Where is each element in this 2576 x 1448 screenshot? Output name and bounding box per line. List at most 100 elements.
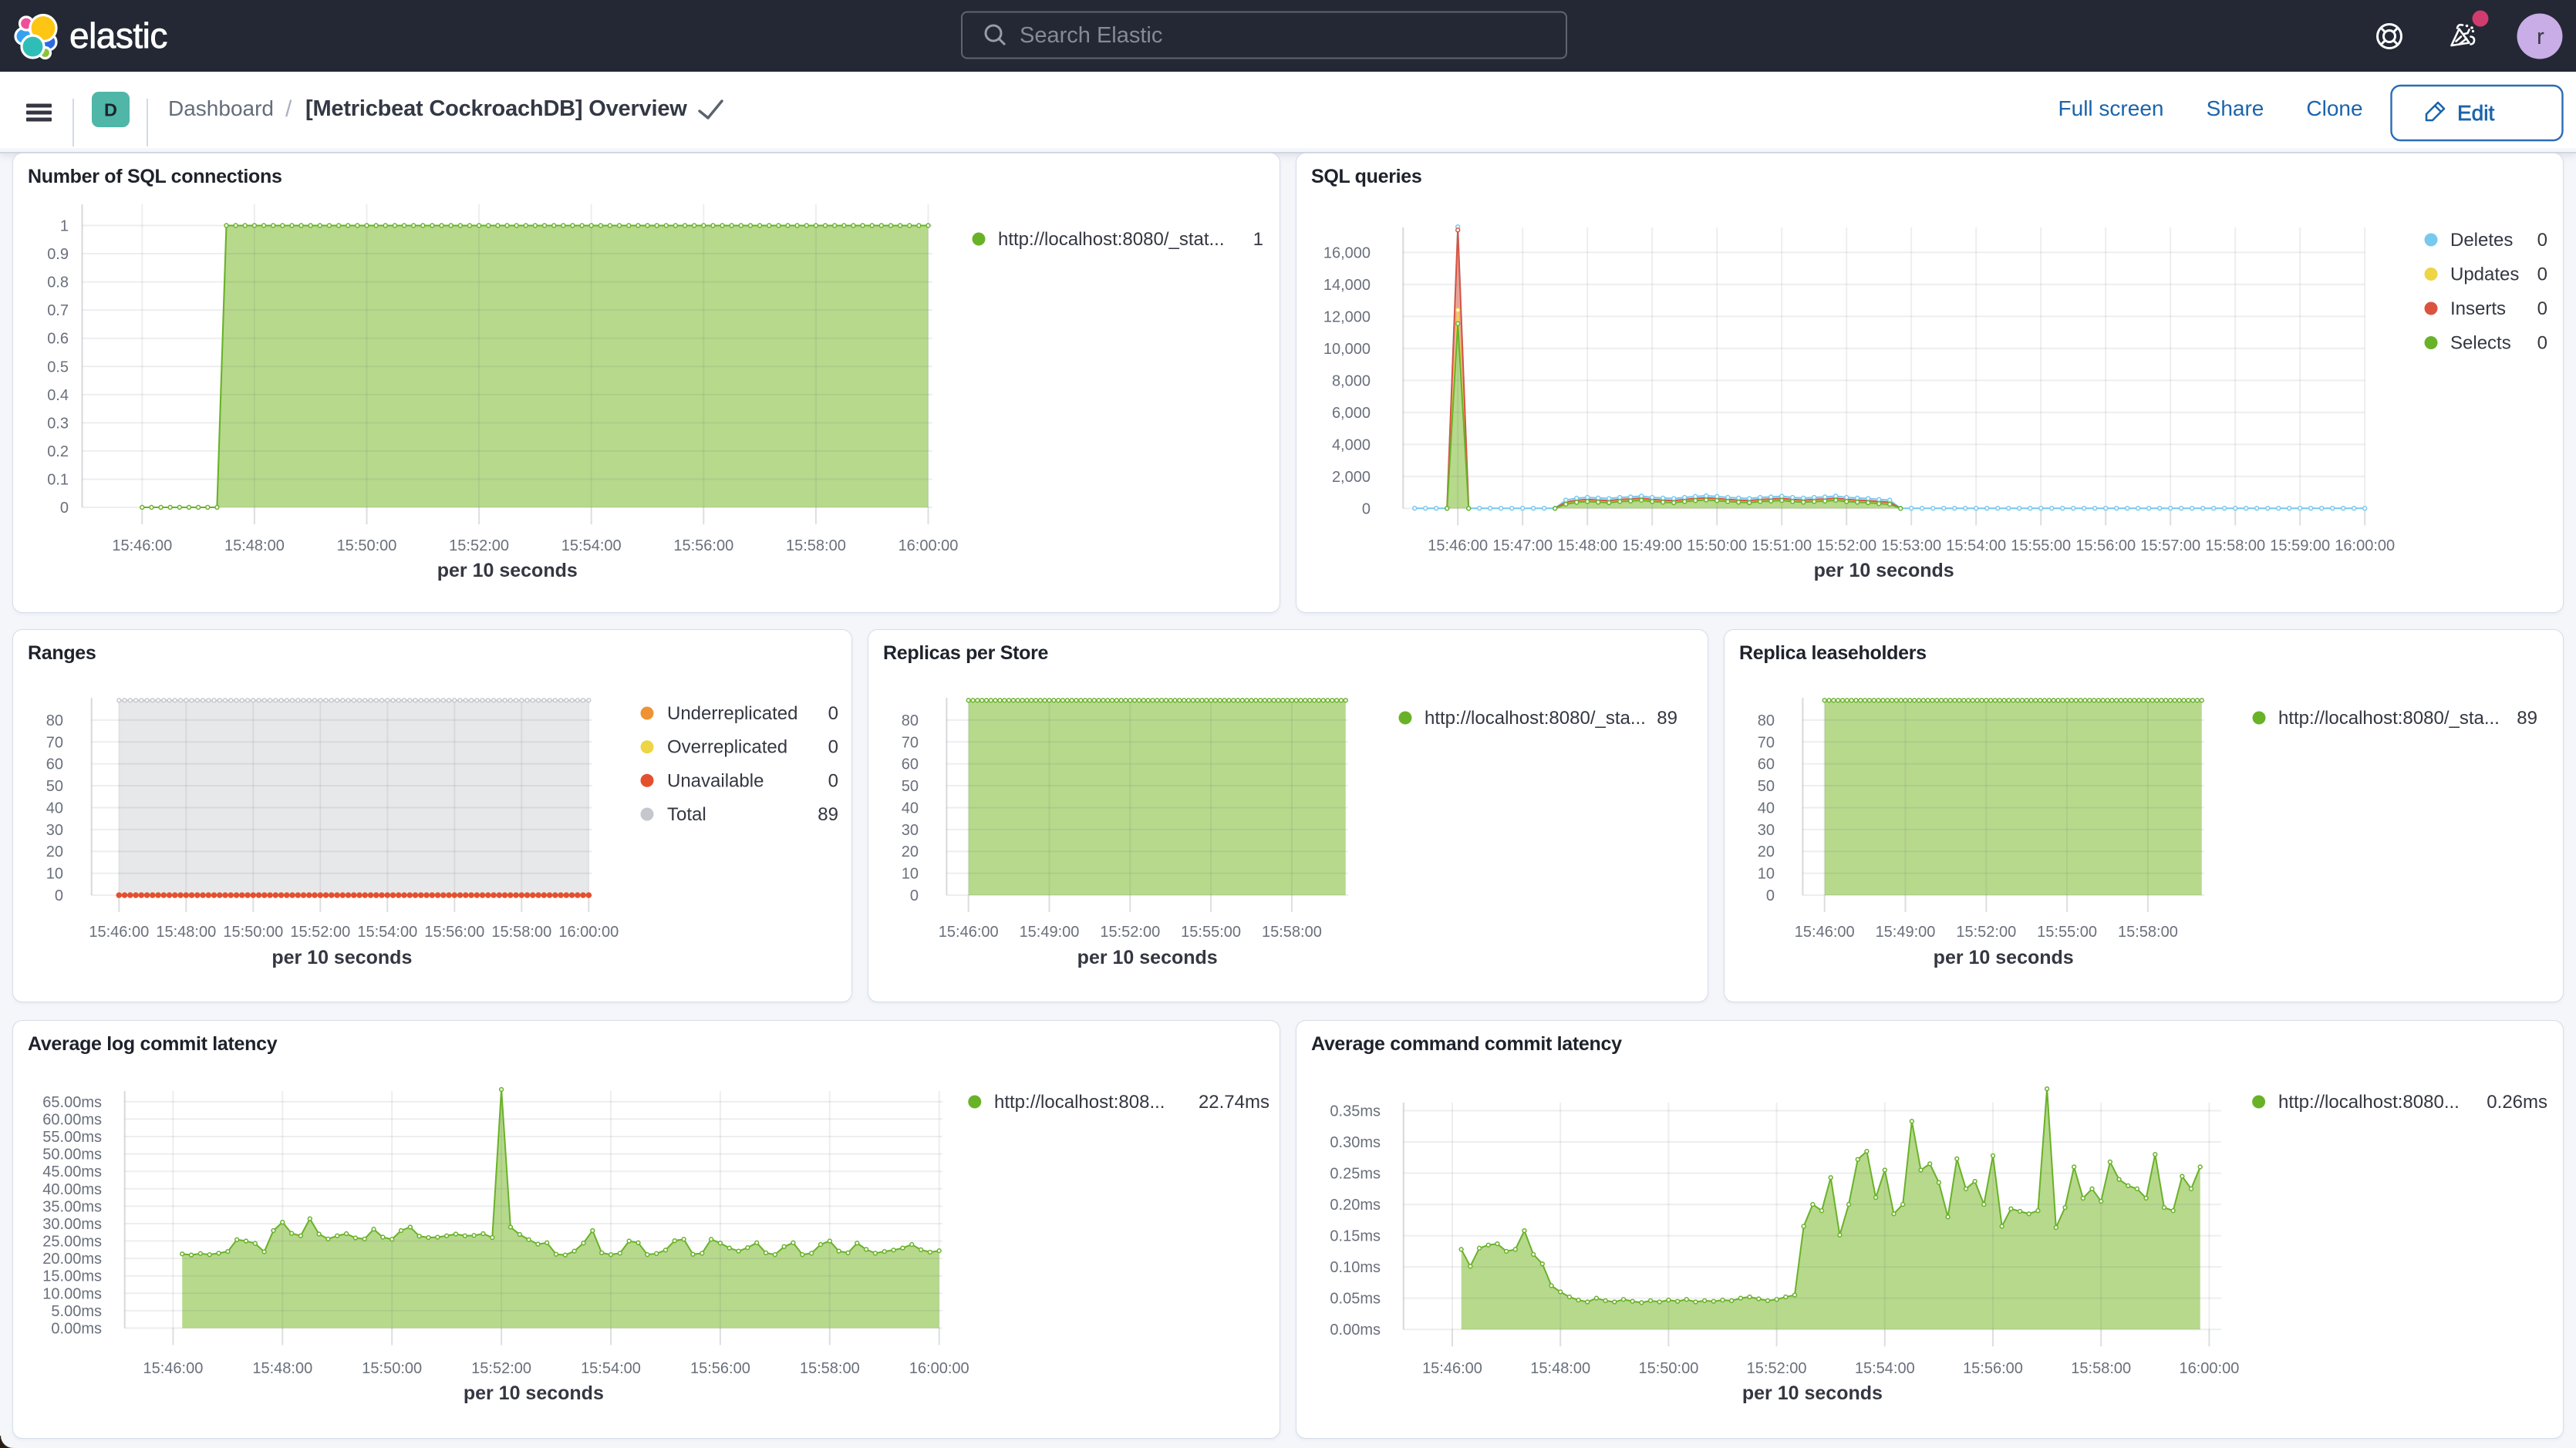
svg-text:15:50:00: 15:50:00 (1687, 537, 1747, 554)
svg-text:0: 0 (1361, 500, 1370, 517)
svg-text:SQL queries: SQL queries (1311, 166, 1422, 187)
svg-text:0: 0 (2537, 298, 2547, 319)
svg-text:15:52:00: 15:52:00 (290, 924, 350, 941)
svg-text:0.35ms: 0.35ms (1330, 1103, 1381, 1120)
svg-text:15:50:00: 15:50:00 (362, 1360, 422, 1377)
svg-text:60: 60 (901, 756, 918, 773)
svg-text:15:55:00: 15:55:00 (2011, 537, 2071, 554)
svg-text:16:00:00: 16:00:00 (898, 537, 958, 554)
svg-text:4,000: 4,000 (1331, 436, 1370, 453)
svg-text:Dashboard: Dashboard (168, 96, 274, 120)
svg-text:15:59:00: 15:59:00 (2270, 537, 2330, 554)
svg-text:15:46:00: 15:46:00 (89, 924, 149, 941)
svg-text:80: 80 (46, 712, 62, 729)
svg-text:15:54:00: 15:54:00 (1854, 1360, 1914, 1377)
svg-text:15:49:00: 15:49:00 (1622, 537, 1682, 554)
svg-text:http://localhost:8080/_sta...: http://localhost:8080/_sta... (1425, 708, 1646, 729)
svg-text:15:52:00: 15:52:00 (1100, 924, 1160, 941)
svg-text:15:54:00: 15:54:00 (561, 537, 621, 554)
svg-text:8,000: 8,000 (1331, 372, 1370, 389)
svg-text:15:46:00: 15:46:00 (1794, 924, 1854, 941)
svg-text:http://localhost:808...: http://localhost:808... (994, 1092, 1165, 1113)
svg-text:25.00ms: 25.00ms (42, 1233, 102, 1250)
svg-text:15:52:00: 15:52:00 (1956, 924, 2016, 941)
svg-text:16:00:00: 16:00:00 (2335, 537, 2395, 554)
svg-text:0.20ms: 0.20ms (1330, 1197, 1381, 1214)
svg-text:0.30ms: 0.30ms (1330, 1134, 1381, 1151)
svg-text:16,000: 16,000 (1323, 244, 1370, 261)
svg-text:60.00ms: 60.00ms (42, 1111, 102, 1128)
svg-text:89: 89 (2517, 708, 2537, 729)
svg-text:per 10 seconds: per 10 seconds (1741, 1382, 1882, 1404)
svg-text:60: 60 (46, 756, 62, 773)
svg-text:20: 20 (46, 844, 62, 860)
svg-text:r: r (2537, 25, 2544, 49)
svg-text:http://localhost:8080...: http://localhost:8080... (2278, 1092, 2460, 1113)
svg-text:per 10 seconds: per 10 seconds (1813, 560, 1954, 581)
svg-text:20.00ms: 20.00ms (42, 1251, 102, 1268)
svg-text:0.00ms: 0.00ms (51, 1320, 102, 1337)
svg-text:Clone: Clone (2306, 96, 2362, 120)
svg-text:1: 1 (1253, 229, 1263, 250)
svg-text:15:58:00: 15:58:00 (785, 537, 845, 554)
svg-text:10,000: 10,000 (1323, 340, 1370, 357)
svg-text:15:56:00: 15:56:00 (424, 924, 484, 941)
svg-text:[Metricbeat CockroachDB] Overv: [Metricbeat CockroachDB] Overview (305, 96, 687, 121)
svg-text:15:58:00: 15:58:00 (799, 1360, 859, 1377)
svg-text:Updates: Updates (2450, 264, 2519, 285)
svg-text:15:54:00: 15:54:00 (357, 924, 417, 941)
svg-text:elastic: elastic (69, 15, 167, 56)
svg-text:15:46:00: 15:46:00 (1422, 1360, 1482, 1377)
svg-text:0: 0 (828, 703, 838, 724)
svg-text:70: 70 (901, 734, 918, 751)
svg-text:15:56:00: 15:56:00 (673, 537, 733, 554)
svg-text:15:52:00: 15:52:00 (449, 537, 509, 554)
svg-text:Underreplicated: Underreplicated (667, 703, 797, 724)
svg-text:15:47:00: 15:47:00 (1492, 537, 1553, 554)
svg-text:15:48:00: 15:48:00 (252, 1360, 312, 1377)
svg-text:0: 0 (59, 500, 68, 517)
svg-text:15:58:00: 15:58:00 (2071, 1360, 2131, 1377)
svg-text:80: 80 (1757, 712, 1774, 729)
svg-text:0.4: 0.4 (47, 386, 69, 403)
svg-text:50: 50 (46, 778, 62, 795)
svg-text:30: 30 (1757, 821, 1774, 838)
svg-text:60: 60 (1757, 756, 1774, 773)
svg-text:Selects: Selects (2450, 332, 2511, 353)
svg-text:15:46:00: 15:46:00 (143, 1360, 203, 1377)
svg-text:15:49:00: 15:49:00 (1019, 924, 1079, 941)
svg-text:15:56:00: 15:56:00 (690, 1360, 750, 1377)
svg-text:15:46:00: 15:46:00 (938, 924, 998, 941)
svg-text:10: 10 (901, 865, 918, 882)
svg-text:0.9: 0.9 (47, 246, 69, 263)
svg-text:50.00ms: 50.00ms (42, 1146, 102, 1163)
svg-text:Search Elastic: Search Elastic (1020, 23, 1162, 48)
svg-text:0.1: 0.1 (47, 471, 69, 488)
svg-text:70: 70 (1757, 734, 1774, 751)
svg-text:80: 80 (901, 712, 918, 729)
svg-text:30: 30 (46, 821, 62, 838)
svg-text:15:54:00: 15:54:00 (1946, 537, 2006, 554)
svg-text:20: 20 (1757, 844, 1774, 860)
svg-text:30: 30 (901, 821, 918, 838)
svg-text:40: 40 (46, 800, 62, 817)
svg-text:0: 0 (1765, 887, 1774, 904)
svg-text:0.3: 0.3 (47, 415, 69, 432)
svg-text:0.26ms: 0.26ms (2487, 1092, 2547, 1113)
svg-text:55.00ms: 55.00ms (42, 1129, 102, 1146)
svg-text:89: 89 (1657, 708, 1677, 729)
svg-text:15:53:00: 15:53:00 (1881, 537, 1941, 554)
svg-text:15:50:00: 15:50:00 (1638, 1360, 1698, 1377)
svg-text:30.00ms: 30.00ms (42, 1215, 102, 1232)
svg-text:Total: Total (667, 804, 706, 825)
svg-text:Deletes: Deletes (2450, 230, 2513, 251)
svg-text:15:55:00: 15:55:00 (2037, 924, 2097, 941)
svg-text:Replica leaseholders: Replica leaseholders (1739, 642, 1927, 664)
svg-text:15:58:00: 15:58:00 (1261, 924, 1321, 941)
svg-text:40.00ms: 40.00ms (42, 1180, 102, 1197)
svg-text:0.10ms: 0.10ms (1330, 1259, 1381, 1276)
svg-text:15:51:00: 15:51:00 (1752, 537, 1812, 554)
svg-text:89: 89 (818, 804, 838, 825)
svg-text:15:54:00: 15:54:00 (581, 1360, 641, 1377)
svg-text:10.00ms: 10.00ms (42, 1285, 102, 1302)
